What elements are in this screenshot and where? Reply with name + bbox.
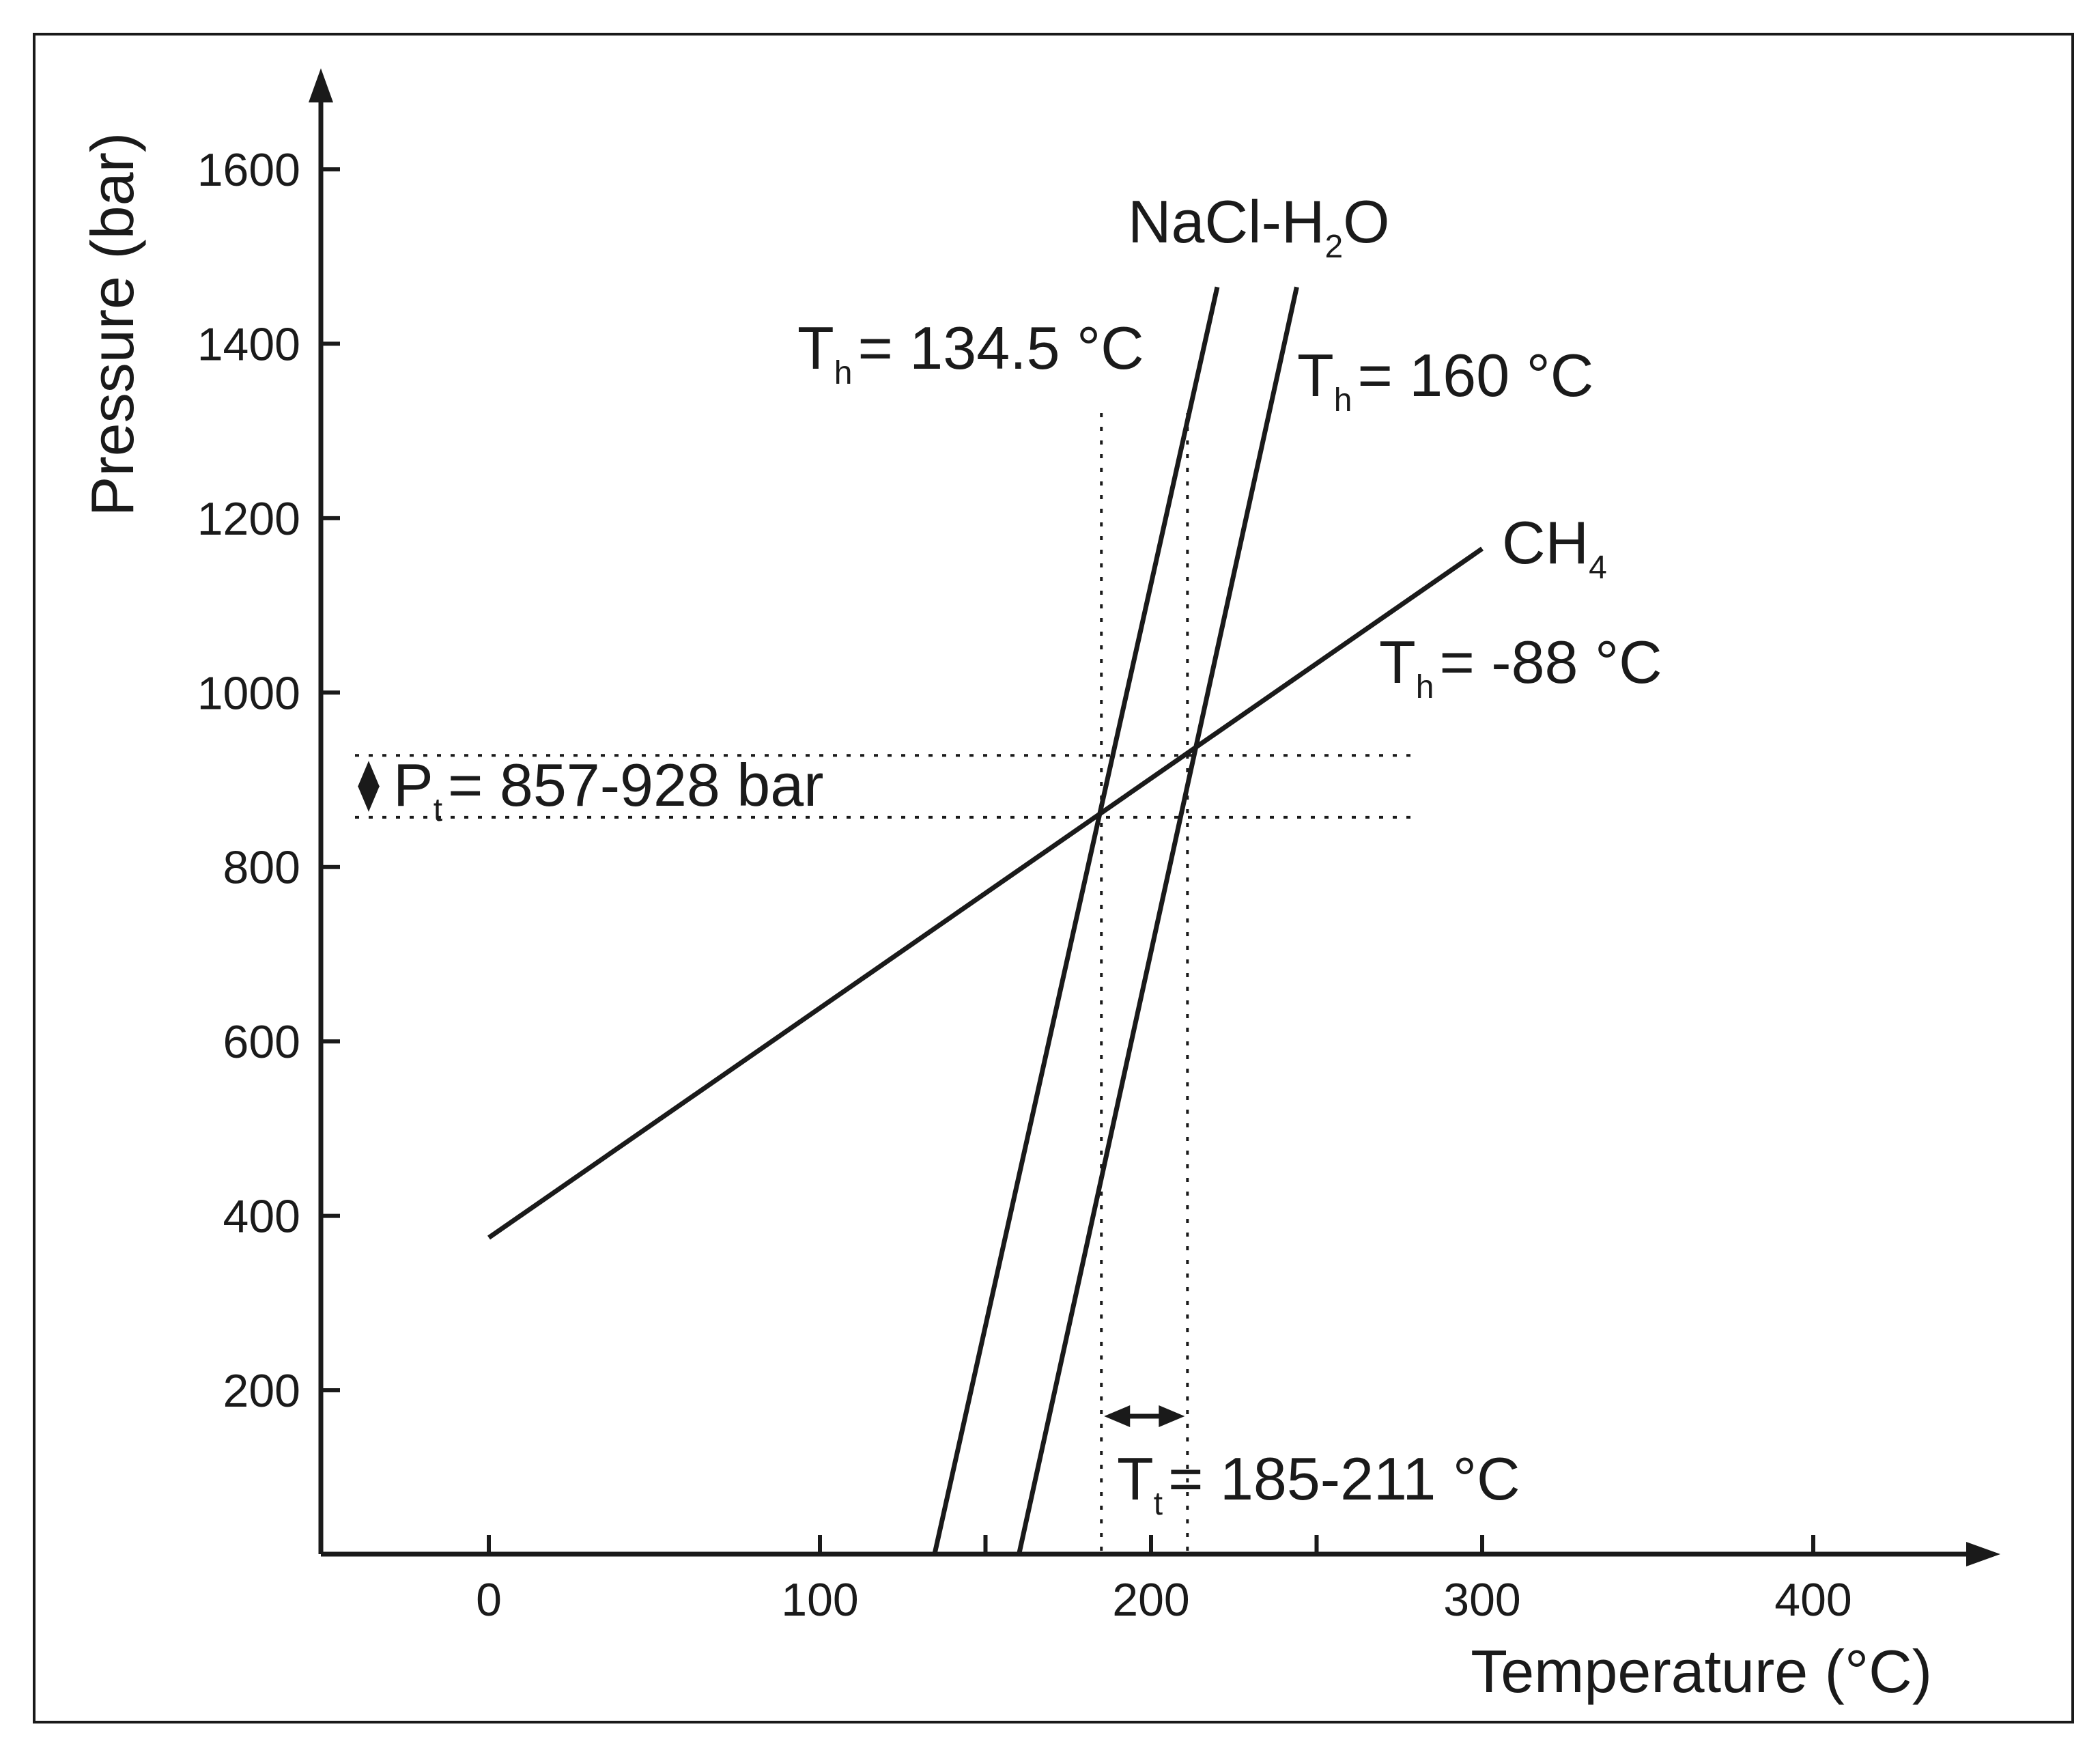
nacl-h2o-label: NaCl-H2O (1128, 188, 1390, 265)
y-axis-title: Pressure (bar) (79, 132, 146, 516)
x-tick-label: 100 (781, 1574, 858, 1626)
x-axis-title: Temperature (°C) (1471, 1637, 1932, 1705)
x-tick-label: 200 (1112, 1574, 1189, 1626)
th-160-label: Th= 160 °C (1297, 341, 1593, 419)
y-tick-label: 1400 (197, 318, 300, 370)
y-axis-arrow-icon (309, 68, 333, 102)
arrow-left-icon (1104, 1405, 1131, 1427)
th-134-label: Th= 134.5 °C (797, 314, 1144, 391)
th-minus88-label: Th= -88 °C (1379, 628, 1662, 705)
x-tick-label: 400 (1774, 1574, 1851, 1626)
series-line-1 (931, 286, 1220, 1557)
arrow-down-icon (358, 785, 380, 812)
y-tick-label: 1000 (197, 667, 300, 719)
series-lines (487, 286, 1484, 1557)
annotations: NaCl-H2O Th= 134.5 °C Th= 160 °C CH4 Th=… (358, 188, 1662, 1522)
y-tick-label: 1200 (197, 493, 300, 545)
ticks: 0 100 200 300 400 200 400 600 800 1000 1200 1400 160… (197, 144, 1852, 1626)
y-tick-label: 400 (223, 1191, 300, 1243)
y-tick-label: 200 (223, 1365, 300, 1417)
series-line-2 (1016, 286, 1299, 1557)
temperature-range-label: Tt= 185-211 °C (1117, 1445, 1520, 1522)
y-tick-label: 1600 (197, 144, 300, 196)
x-tick-label: 300 (1443, 1574, 1520, 1626)
arrow-up-icon (358, 761, 380, 787)
pressure-range-label: Pt= 857-928 bar (393, 751, 823, 828)
y-tick-label: 600 (223, 1016, 300, 1068)
ch4-label: CH4 (1502, 509, 1607, 586)
axes: Temperature (°C) Pressure (bar) (79, 68, 2000, 1705)
series-line-0 (487, 546, 1484, 1240)
guide-lines (355, 413, 1420, 1554)
y-tick-label: 800 (223, 842, 300, 894)
arrow-right-icon (1159, 1405, 1185, 1427)
x-tick-label: 0 (476, 1574, 502, 1626)
figure-frame (33, 33, 2074, 1723)
x-axis-arrow-icon (1966, 1542, 2000, 1566)
